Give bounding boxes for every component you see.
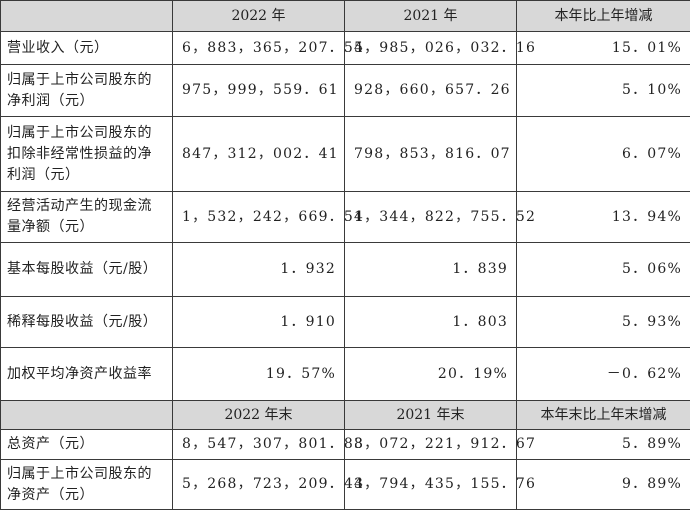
- table-row: 稀释每股收益（元/股） 1．910 1．803 5．93%: [1, 297, 690, 348]
- value-2022: 8，547，307，801．83: [173, 430, 345, 460]
- row-label: 总资产（元）: [1, 430, 173, 460]
- table-row: 总资产（元） 8，547，307，801．83 8，072，221，912．67…: [1, 430, 690, 460]
- value-2021: 798，853，816．07: [345, 117, 517, 192]
- value-2022: 847，312，002．41: [173, 117, 345, 192]
- header-year-end-2022: 2022 年末: [173, 401, 345, 430]
- value-2022: 19．57%: [173, 348, 345, 401]
- row-label: 归属于上市公司股东的净利润（元）: [1, 65, 173, 117]
- row-label: 加权平均净资产收益率: [1, 348, 173, 401]
- value-2022: 5，268，723，209．43: [173, 460, 345, 510]
- header-year-end-2021: 2021 年末: [345, 401, 517, 430]
- value-2021: 1．803: [345, 297, 517, 348]
- row-label: 归属于上市公司股东的净资产（元）: [1, 460, 173, 510]
- value-2021: 1．839: [345, 243, 517, 297]
- value-change: 13．94%: [517, 192, 690, 243]
- row-label: 稀释每股收益（元/股）: [1, 297, 173, 348]
- value-2022: 6，883，365，207．54: [173, 32, 345, 65]
- table-row: 基本每股收益（元/股） 1．932 1．839 5．06%: [1, 243, 690, 297]
- value-2022: 1．932: [173, 243, 345, 297]
- value-change: 5．06%: [517, 243, 690, 297]
- header-year-2022: 2022 年: [173, 1, 345, 32]
- table-header-row: 2022 年 2021 年 本年比上年增减: [1, 1, 690, 32]
- row-label: 经营活动产生的现金流量净额（元）: [1, 192, 173, 243]
- value-change: 9．89%: [517, 460, 690, 510]
- header-yoy-change: 本年比上年增减: [517, 1, 690, 32]
- table-row: 经营活动产生的现金流量净额（元） 1，532，242，669．54 1，344，…: [1, 192, 690, 243]
- value-2021: 20．19%: [345, 348, 517, 401]
- header-empty-cell: [1, 401, 173, 430]
- row-label: 营业收入（元）: [1, 32, 173, 65]
- header-empty-cell: [1, 1, 173, 32]
- table-row: 归属于上市公司股东的净利润（元） 975，999，559．61 928，660，…: [1, 65, 690, 117]
- value-2021: 8，072，221，912．67: [345, 430, 517, 460]
- table-row: 加权平均净资产收益率 19．57% 20．19% －0．62%: [1, 348, 690, 401]
- value-2022: 975，999，559．61: [173, 65, 345, 117]
- value-2021: 5，985，026，032．16: [345, 32, 517, 65]
- table-row: 营业收入（元） 6，883，365，207．54 5，985，026，032．1…: [1, 32, 690, 65]
- table-header-row: 2022 年末 2021 年末 本年末比上年末增减: [1, 401, 690, 430]
- value-2022: 1．910: [173, 297, 345, 348]
- table-row: 归属于上市公司股东的净资产（元） 5，268，723，209．43 4，794，…: [1, 460, 690, 510]
- value-2021: 4，794，435，155．76: [345, 460, 517, 510]
- table-row: 归属于上市公司股东的扣除非经常性损益的净利润（元） 847，312，002．41…: [1, 117, 690, 192]
- row-label: 基本每股收益（元/股）: [1, 243, 173, 297]
- value-change: 5．93%: [517, 297, 690, 348]
- value-change: 15．01%: [517, 32, 690, 65]
- value-2021: 1，344，822，755．52: [345, 192, 517, 243]
- value-change: 6．07%: [517, 117, 690, 192]
- header-year-2021: 2021 年: [345, 1, 517, 32]
- value-2021: 928，660，657．26: [345, 65, 517, 117]
- value-change: 5．10%: [517, 65, 690, 117]
- value-2022: 1，532，242，669．54: [173, 192, 345, 243]
- value-change: 5．89%: [517, 430, 690, 460]
- header-year-end-change: 本年末比上年末增减: [517, 401, 690, 430]
- row-label: 归属于上市公司股东的扣除非经常性损益的净利润（元）: [1, 117, 173, 192]
- value-change: －0．62%: [517, 348, 690, 401]
